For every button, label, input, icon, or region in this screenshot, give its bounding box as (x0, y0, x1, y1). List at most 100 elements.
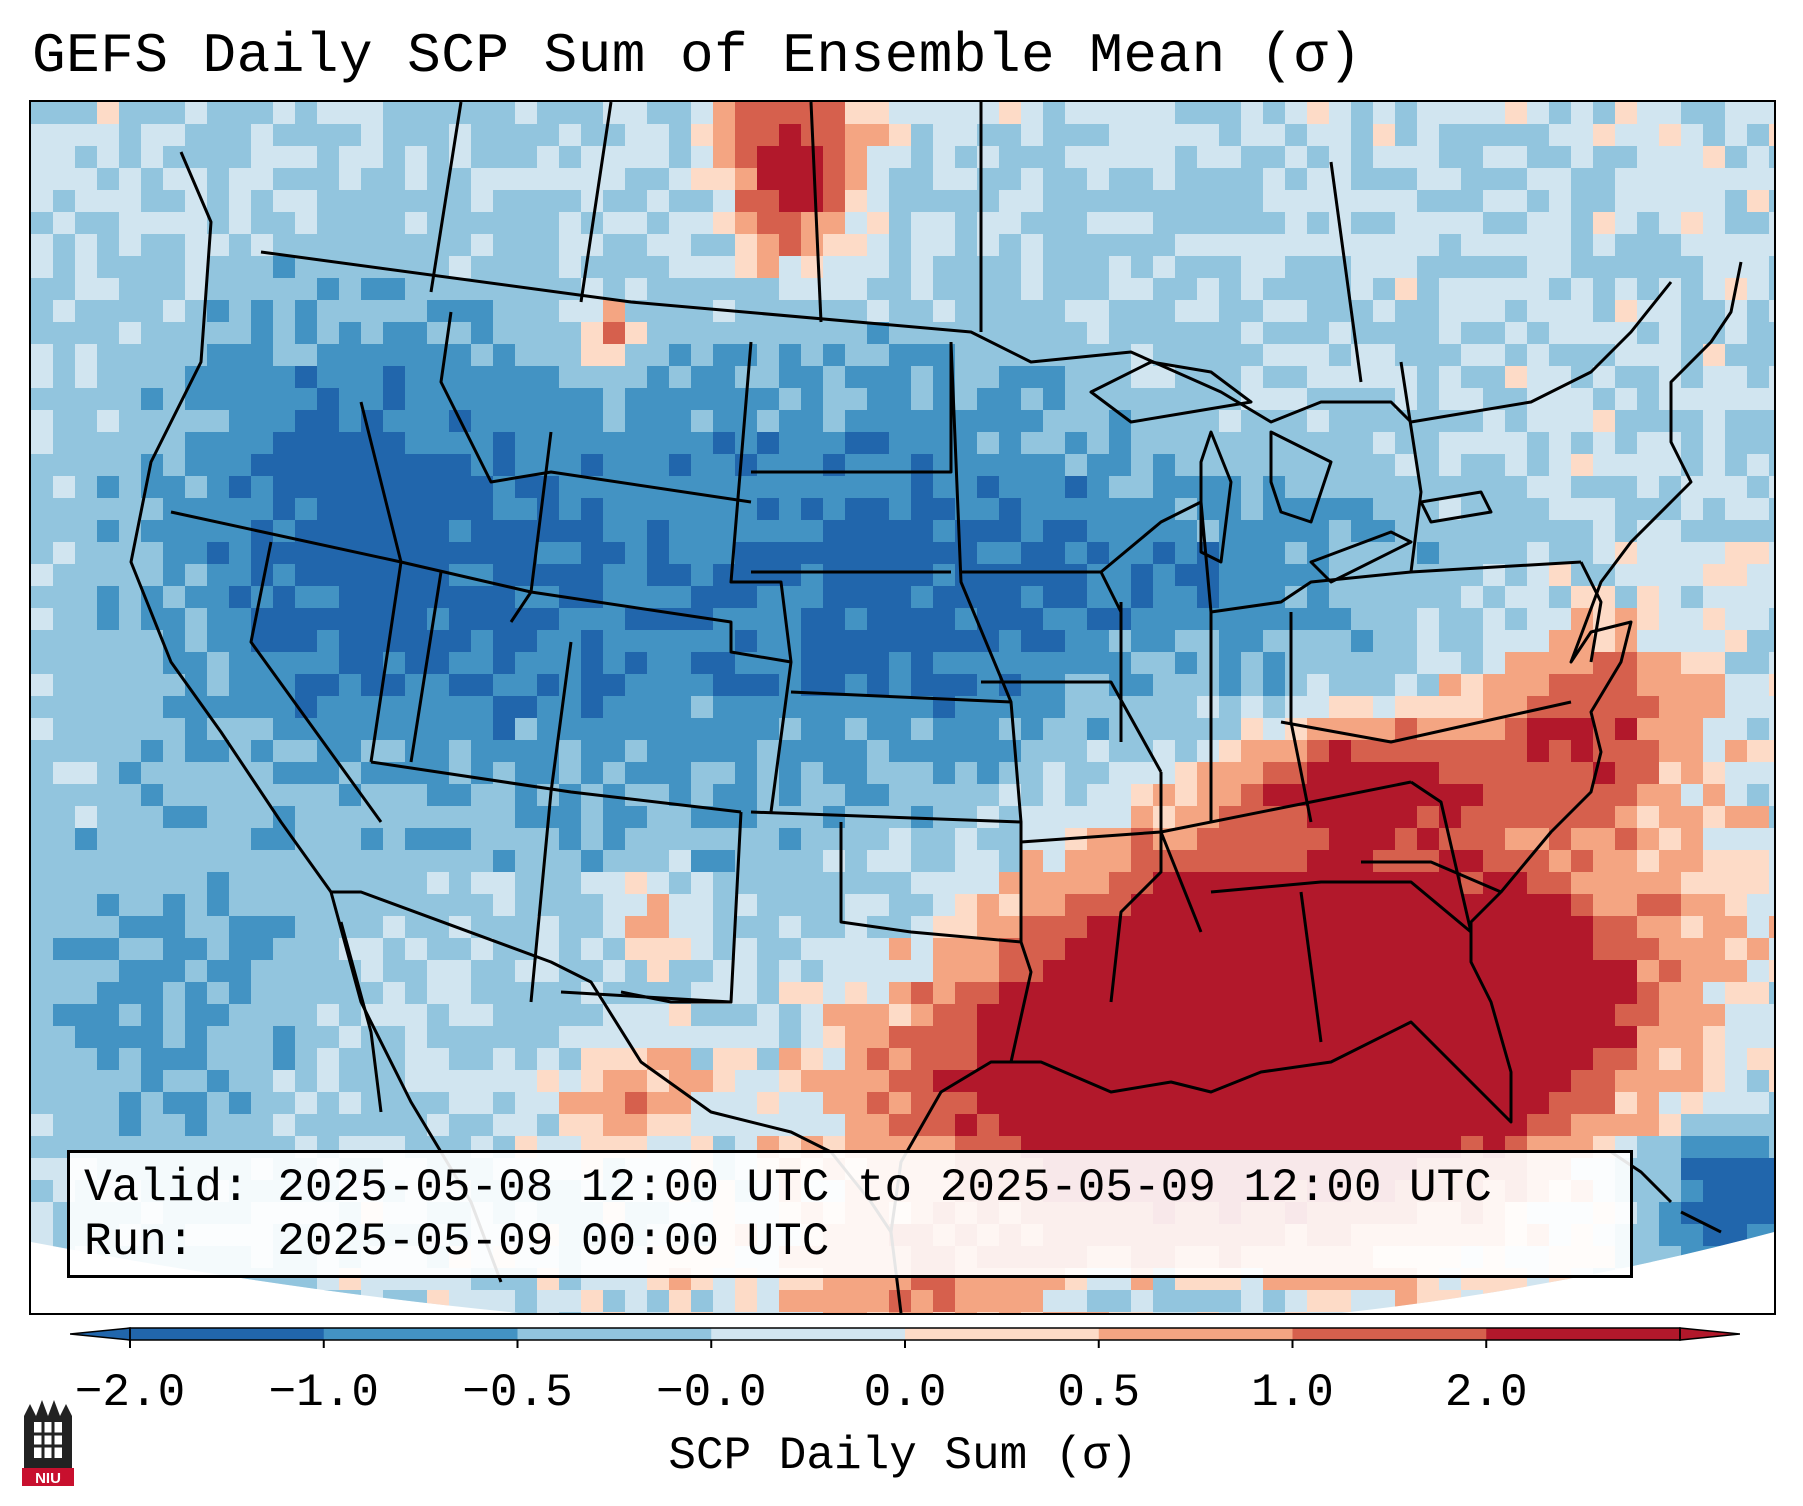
field-cell (823, 146, 845, 168)
field-cell (1725, 1158, 1747, 1180)
field-cell (625, 850, 647, 872)
field-cell (75, 872, 97, 894)
field-cell (889, 564, 911, 586)
field-cell (735, 696, 757, 718)
field-cell (889, 1070, 911, 1092)
field-cell (977, 432, 999, 454)
field-cell (1439, 344, 1461, 366)
field-cell (889, 234, 911, 256)
field-cell (1285, 982, 1307, 1004)
field-cell (1241, 982, 1263, 1004)
field-cell (1043, 938, 1065, 960)
field-cell (97, 1114, 119, 1136)
field-cell (669, 564, 691, 586)
field-cell (229, 652, 251, 674)
field-cell (713, 652, 735, 674)
field-cell (1021, 410, 1043, 432)
field-cell (1659, 674, 1681, 696)
field-cell (647, 608, 669, 630)
field-cell (1175, 542, 1197, 564)
field-cell (779, 344, 801, 366)
field-cell (207, 828, 229, 850)
field-cell (1461, 1312, 1483, 1313)
field-cell (1219, 124, 1241, 146)
field-cell (1593, 1026, 1615, 1048)
field-cell (691, 278, 713, 300)
field-cell (1593, 1092, 1615, 1114)
field-cell (1549, 740, 1571, 762)
field-cell (163, 1048, 185, 1070)
field-cell (1043, 212, 1065, 234)
field-cell (1021, 520, 1043, 542)
field-cell (581, 850, 603, 872)
field-cell (977, 454, 999, 476)
field-cell (383, 322, 405, 344)
field-cell (559, 828, 581, 850)
field-cell (273, 850, 295, 872)
field-cell (1505, 256, 1527, 278)
field-cell (955, 146, 977, 168)
field-cell (471, 520, 493, 542)
field-cell (383, 278, 405, 300)
field-cell (1175, 344, 1197, 366)
field-cell (229, 916, 251, 938)
field-cell (1065, 718, 1087, 740)
field-cell (581, 388, 603, 410)
field-cell (515, 190, 537, 212)
field-cell (251, 872, 273, 894)
field-cell (1043, 388, 1065, 410)
field-cell (1549, 564, 1571, 586)
field-cell (823, 1026, 845, 1048)
field-cell (1285, 564, 1307, 586)
field-cell (1197, 1070, 1219, 1092)
field-cell (471, 586, 493, 608)
field-cell (97, 322, 119, 344)
field-cell (1351, 828, 1373, 850)
field-cell (1373, 454, 1395, 476)
field-cell (1043, 300, 1065, 322)
field-cell (845, 432, 867, 454)
field-cell (603, 388, 625, 410)
field-cell (31, 388, 53, 410)
field-cell (339, 1070, 361, 1092)
field-cell (295, 828, 317, 850)
field-cell (1549, 696, 1571, 718)
field-cell (1153, 982, 1175, 1004)
field-cell (405, 542, 427, 564)
field-cell (933, 718, 955, 740)
field-cell (845, 322, 867, 344)
field-cell (339, 850, 361, 872)
field-cell (31, 1290, 53, 1312)
field-cell (273, 762, 295, 784)
field-cell (1637, 850, 1659, 872)
field-cell (1637, 1070, 1659, 1092)
field-cell (97, 960, 119, 982)
field-cell (1769, 432, 1774, 454)
field-cell (185, 960, 207, 982)
field-cell (581, 1004, 603, 1026)
field-cell (1703, 1268, 1725, 1290)
field-cell (339, 1048, 361, 1070)
field-cell (867, 586, 889, 608)
field-cell (1439, 124, 1461, 146)
field-cell (1461, 696, 1483, 718)
field-cell (273, 740, 295, 762)
field-cell (669, 278, 691, 300)
field-cell (273, 366, 295, 388)
field-cell (603, 938, 625, 960)
field-cell (691, 960, 713, 982)
field-cell (1395, 784, 1417, 806)
field-cell (1527, 784, 1549, 806)
field-cell (1725, 146, 1747, 168)
field-cell (1725, 344, 1747, 366)
field-cell (999, 124, 1021, 146)
field-cell (1417, 1004, 1439, 1026)
field-cell (1769, 1070, 1774, 1092)
field-cell (1153, 300, 1175, 322)
field-cell (53, 674, 75, 696)
field-cell (1703, 1158, 1725, 1180)
field-cell (713, 388, 735, 410)
field-cell (141, 1070, 163, 1092)
field-cell (515, 322, 537, 344)
field-cell (119, 410, 141, 432)
